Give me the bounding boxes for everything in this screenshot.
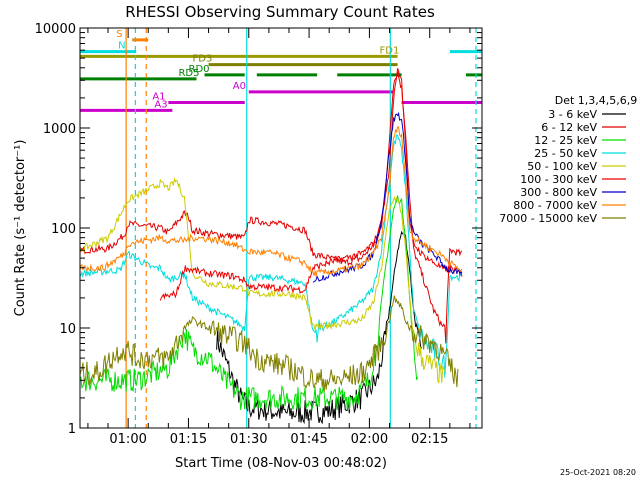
bar-label-n: N <box>118 41 125 52</box>
bar-label-a3: A3 <box>154 99 167 110</box>
x-axis-ticks: 01:00 01:15 01:30 01:45 02:00 02:15 <box>87 28 471 447</box>
legend-entry-label: 800 - 7000 keV <box>513 199 597 212</box>
footer-timestamp: 25-Oct-2021 08:20 <box>560 468 636 477</box>
bar-label-rd5: RD5 <box>178 68 199 79</box>
legend-entry-label: 300 - 800 keV <box>520 186 597 199</box>
bar-label-s: S <box>116 29 122 40</box>
legend-entry-label: 3 - 6 keV <box>548 108 597 121</box>
x-tick-label: 01:30 <box>230 432 267 447</box>
series-line-25-50-kev <box>80 134 463 378</box>
x-axis-label: Start Time (08-Nov-03 00:48:02) <box>175 456 387 471</box>
data-series <box>80 68 463 425</box>
series-line-7000-15000-kev <box>80 295 459 393</box>
legend-title: Det 1,3,4,5,6,9 <box>555 94 638 107</box>
x-tick-label: 01:15 <box>170 432 207 447</box>
x-tick-label: 01:45 <box>290 432 327 447</box>
y-axis-ticks: 1 10 100 1000 10000 <box>35 22 482 437</box>
series-line-300-800-kev <box>312 111 463 283</box>
bar-label-fd3: FD3 <box>193 54 213 65</box>
y-tick-label: 100 <box>51 222 76 237</box>
legend-entry-label: 7000 - 15000 keV <box>499 212 597 225</box>
y-tick-label: 1 <box>68 422 76 437</box>
instrument-state-bars <box>80 38 482 112</box>
series-line-3-6-kev <box>216 230 423 425</box>
legend-entry-label: 25 - 50 keV <box>534 147 597 160</box>
legend-entry-label: 6 - 12 keV <box>541 121 597 134</box>
y-tick-label: 1000 <box>43 122 76 137</box>
series-line-6-12-kev <box>80 71 463 344</box>
legend-entry-label: 12 - 25 keV <box>534 134 597 147</box>
x-tick-label: 01:00 <box>109 432 146 447</box>
y-tick-label: 10000 <box>35 22 76 37</box>
legend-entry-label: 50 - 100 keV <box>527 160 597 173</box>
series-line-100-300-kev <box>159 68 463 301</box>
bar-label-rd0: RD0 <box>189 64 210 75</box>
y-tick-label: 10 <box>59 322 76 337</box>
x-tick-label: 02:15 <box>411 432 448 447</box>
series-line-50-100-kev <box>80 177 447 384</box>
bar-label-a1: A1 <box>152 91 165 102</box>
series-line-12-25-kev <box>80 195 419 411</box>
series-line-800-7000-kev <box>80 126 463 277</box>
chart-title: RHESSI Observing Summary Count Rates <box>125 3 435 21</box>
y-axis-label: Count Rate (s⁻¹ detector⁻¹) <box>13 140 28 317</box>
legend-entry-label: 100 - 300 keV <box>520 173 597 186</box>
bar-label-a0: A0 <box>233 81 246 92</box>
x-tick-label: 02:00 <box>351 432 388 447</box>
bar-label-fd1: FD1 <box>380 45 400 56</box>
